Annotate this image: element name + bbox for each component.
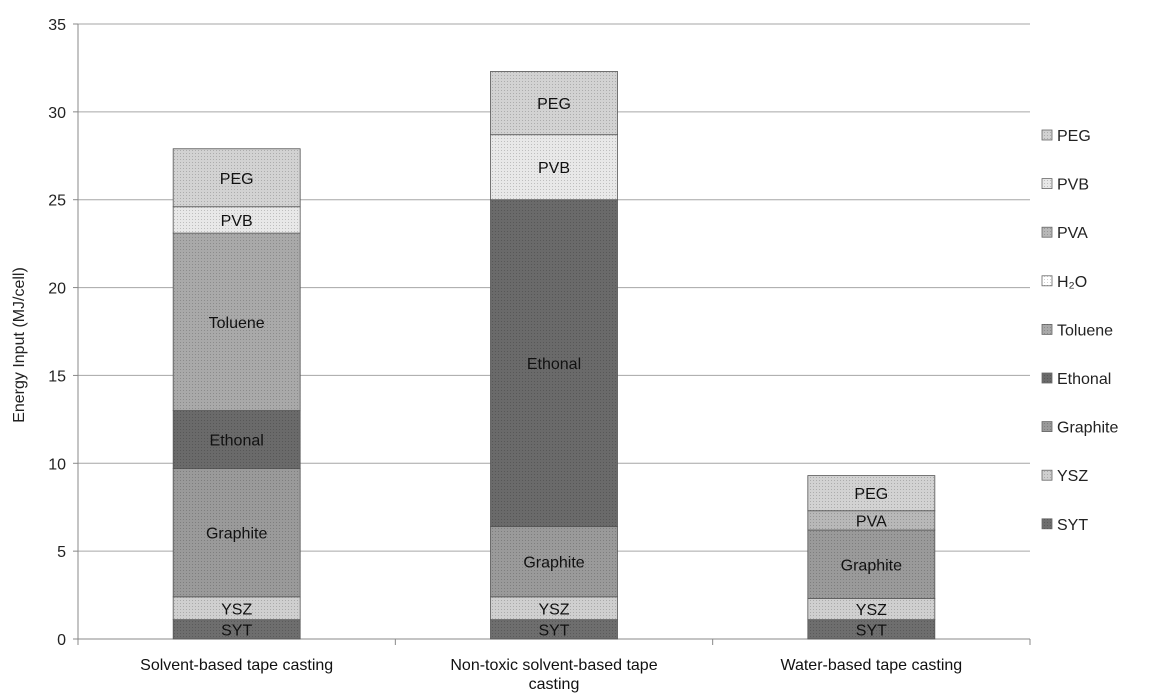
legend-swatch-texture bbox=[1042, 518, 1052, 529]
legend-swatch-texture bbox=[1042, 373, 1052, 383]
bar-segment-texture bbox=[173, 410, 301, 469]
y-tick-label: 30 bbox=[48, 105, 66, 122]
segment-label: SYT bbox=[221, 622, 252, 639]
legend-swatch-texture bbox=[1042, 421, 1052, 432]
legend-label: YSZ bbox=[1057, 468, 1088, 485]
legend-label: Graphite bbox=[1057, 420, 1118, 437]
bar-segment-texture bbox=[173, 468, 301, 597]
bar-segment-texture bbox=[173, 233, 301, 411]
bar-segment-texture bbox=[807, 598, 935, 620]
segment-label: PVA bbox=[856, 513, 887, 530]
category-label: Solvent-based tape casting bbox=[140, 657, 333, 674]
segment-label: Ethonal bbox=[210, 433, 264, 450]
bar-segment-texture bbox=[807, 475, 935, 511]
segment-label: PEG bbox=[537, 96, 571, 113]
bar-segment-texture bbox=[807, 510, 935, 531]
y-tick-label: 10 bbox=[48, 456, 66, 473]
legend-swatch-texture bbox=[1042, 130, 1052, 140]
bar-segment-texture bbox=[173, 619, 301, 639]
y-tick-label: 20 bbox=[48, 281, 66, 298]
y-tick-label: 15 bbox=[48, 368, 66, 385]
legend-swatch-texture bbox=[1042, 275, 1052, 286]
bar-segment-texture bbox=[173, 596, 301, 620]
segment-label: Toluene bbox=[209, 315, 265, 332]
bar-segment-texture bbox=[490, 71, 618, 135]
bar-segment-texture bbox=[807, 530, 935, 599]
legend-label: PVB bbox=[1057, 177, 1089, 194]
legend-label: PVA bbox=[1057, 225, 1088, 242]
legend-label: SYT bbox=[1057, 517, 1088, 534]
segment-label: PVB bbox=[221, 213, 253, 230]
category-label: casting bbox=[529, 676, 580, 693]
legend-swatch-texture bbox=[1042, 178, 1052, 189]
category-label: Water-based tape casting bbox=[780, 657, 962, 674]
segment-label: PVB bbox=[538, 160, 570, 177]
bar-segment-texture bbox=[490, 619, 618, 639]
segment-label: Graphite bbox=[523, 555, 584, 572]
segment-label: Graphite bbox=[206, 526, 267, 543]
y-axis-title: Energy Input (MJ/cell) bbox=[11, 267, 28, 423]
legend-label: H₂O bbox=[1057, 274, 1087, 291]
bar-segment-texture bbox=[490, 526, 618, 597]
legend-swatch-texture bbox=[1042, 324, 1052, 335]
legend-label: PEG bbox=[1057, 128, 1091, 145]
segment-label: YSZ bbox=[856, 602, 887, 619]
segment-label: SYT bbox=[538, 622, 569, 639]
legend-label: Toluene bbox=[1057, 322, 1113, 339]
segment-label: PEG bbox=[220, 171, 254, 188]
category-label: Non-toxic solvent-based tape bbox=[450, 657, 657, 674]
legend-label: Ethonal bbox=[1057, 371, 1111, 388]
y-tick-label: 5 bbox=[57, 544, 66, 561]
bar-segment-texture bbox=[173, 206, 301, 234]
y-tick-label: 35 bbox=[48, 17, 66, 34]
legend-swatch-texture bbox=[1042, 227, 1052, 238]
axes: 0 5 10 15 20 25 30 35 Solvent-based tape casting… bbox=[48, 17, 1031, 693]
bar-segment-texture bbox=[490, 199, 618, 527]
segment-labels: SYT YSZ Graphite Ethonal Toluene PVB PEG SYT YSZ… bbox=[206, 96, 902, 639]
segment-label: SYT bbox=[856, 622, 887, 639]
y-tick-label: 25 bbox=[48, 193, 66, 210]
bar-segment-texture bbox=[490, 596, 618, 620]
bar-segment-texture bbox=[490, 134, 618, 200]
y-tick-label: 0 bbox=[57, 632, 66, 649]
segment-label: PEG bbox=[854, 486, 888, 503]
segment-label: Ethonal bbox=[527, 356, 581, 373]
legend: PEG PVB PVA H₂O Toluene Ethonal Graphite YSZ SYT bbox=[1041, 128, 1118, 534]
legend-swatch-texture bbox=[1042, 470, 1052, 481]
bars bbox=[172, 71, 936, 640]
bar-segment-texture bbox=[807, 619, 935, 639]
bar-segment-texture bbox=[173, 148, 301, 207]
segment-label: YSZ bbox=[538, 601, 569, 618]
segment-label: YSZ bbox=[221, 601, 252, 618]
segment-label: Graphite bbox=[841, 557, 902, 574]
